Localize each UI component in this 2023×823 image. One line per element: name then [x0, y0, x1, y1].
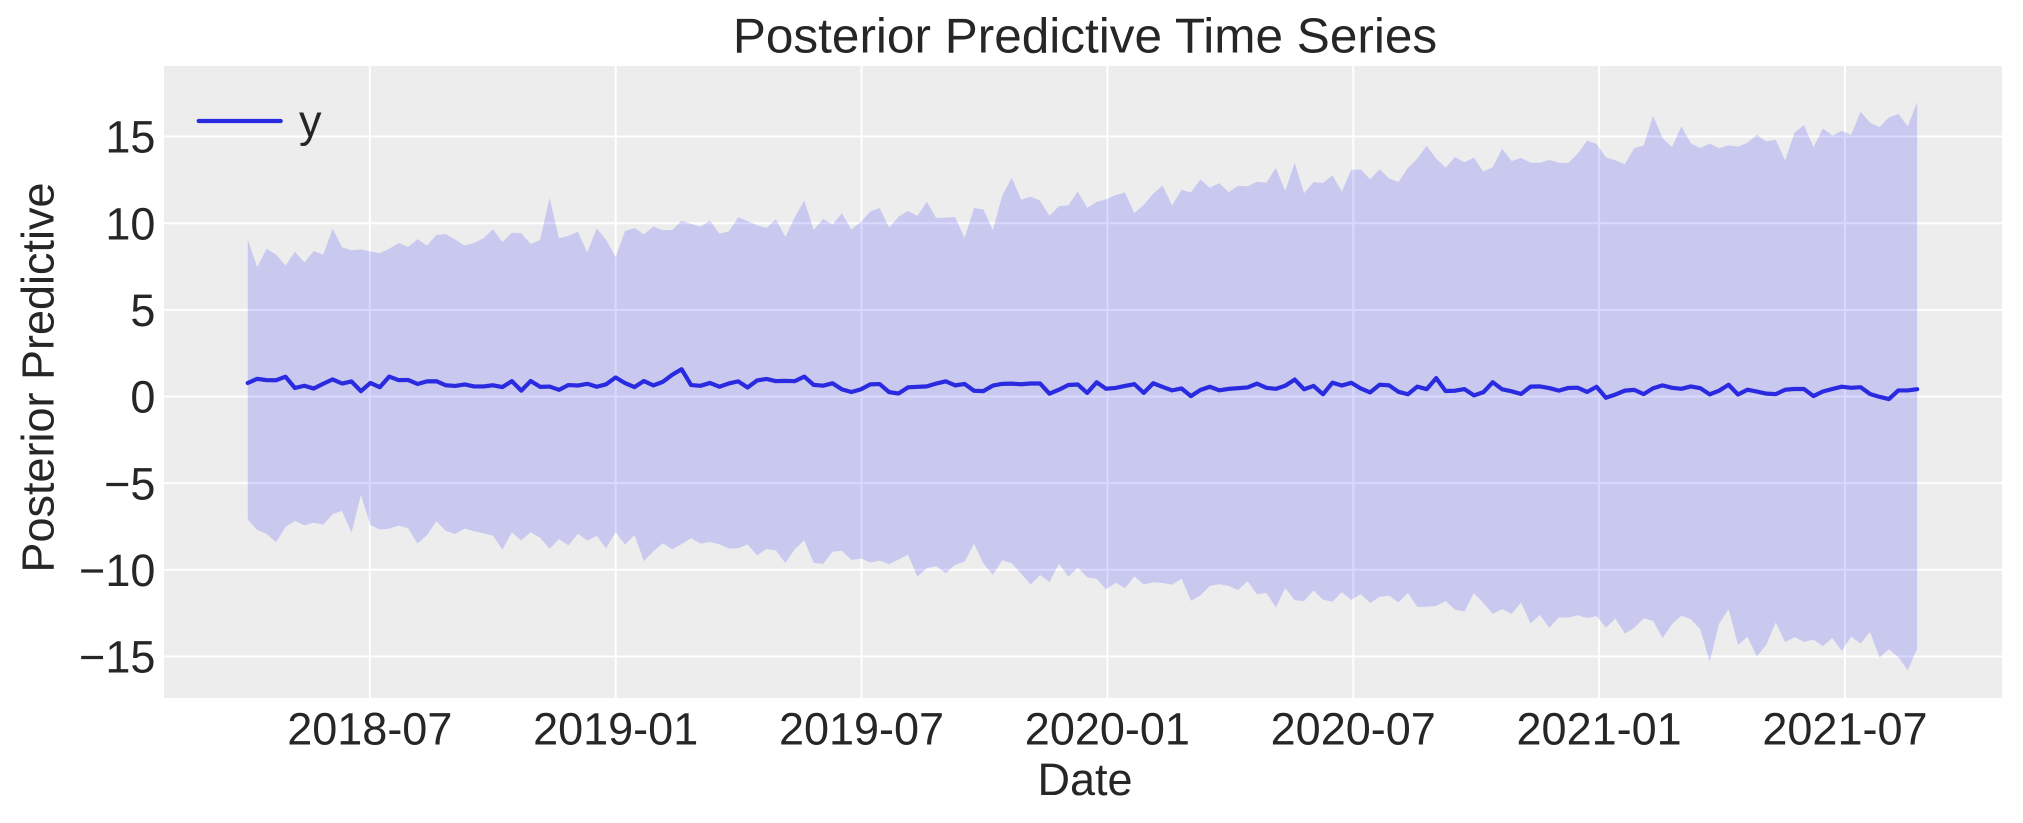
svg-text:2021-01: 2021-01	[1517, 704, 1682, 755]
svg-text:2019-07: 2019-07	[779, 704, 944, 755]
svg-text:2019-01: 2019-01	[533, 704, 698, 755]
svg-text:−15: −15	[79, 632, 155, 683]
svg-text:2020-07: 2020-07	[1271, 704, 1436, 755]
svg-text:2020-01: 2020-01	[1025, 704, 1190, 755]
svg-text:y: y	[299, 96, 322, 147]
svg-text:5: 5	[130, 285, 155, 336]
svg-text:−10: −10	[79, 545, 155, 596]
svg-text:Posterior Predictive Time Seri: Posterior Predictive Time Series	[733, 9, 1437, 64]
svg-text:2018-07: 2018-07	[287, 704, 452, 755]
svg-text:−5: −5	[104, 458, 155, 509]
svg-text:0: 0	[130, 372, 155, 423]
svg-text:15: 15	[105, 112, 155, 163]
svg-text:Posterior Predictive: Posterior Predictive	[12, 182, 63, 572]
svg-text:2021-07: 2021-07	[1762, 704, 1927, 755]
svg-text:Date: Date	[1037, 754, 1132, 805]
svg-text:10: 10	[105, 198, 155, 249]
